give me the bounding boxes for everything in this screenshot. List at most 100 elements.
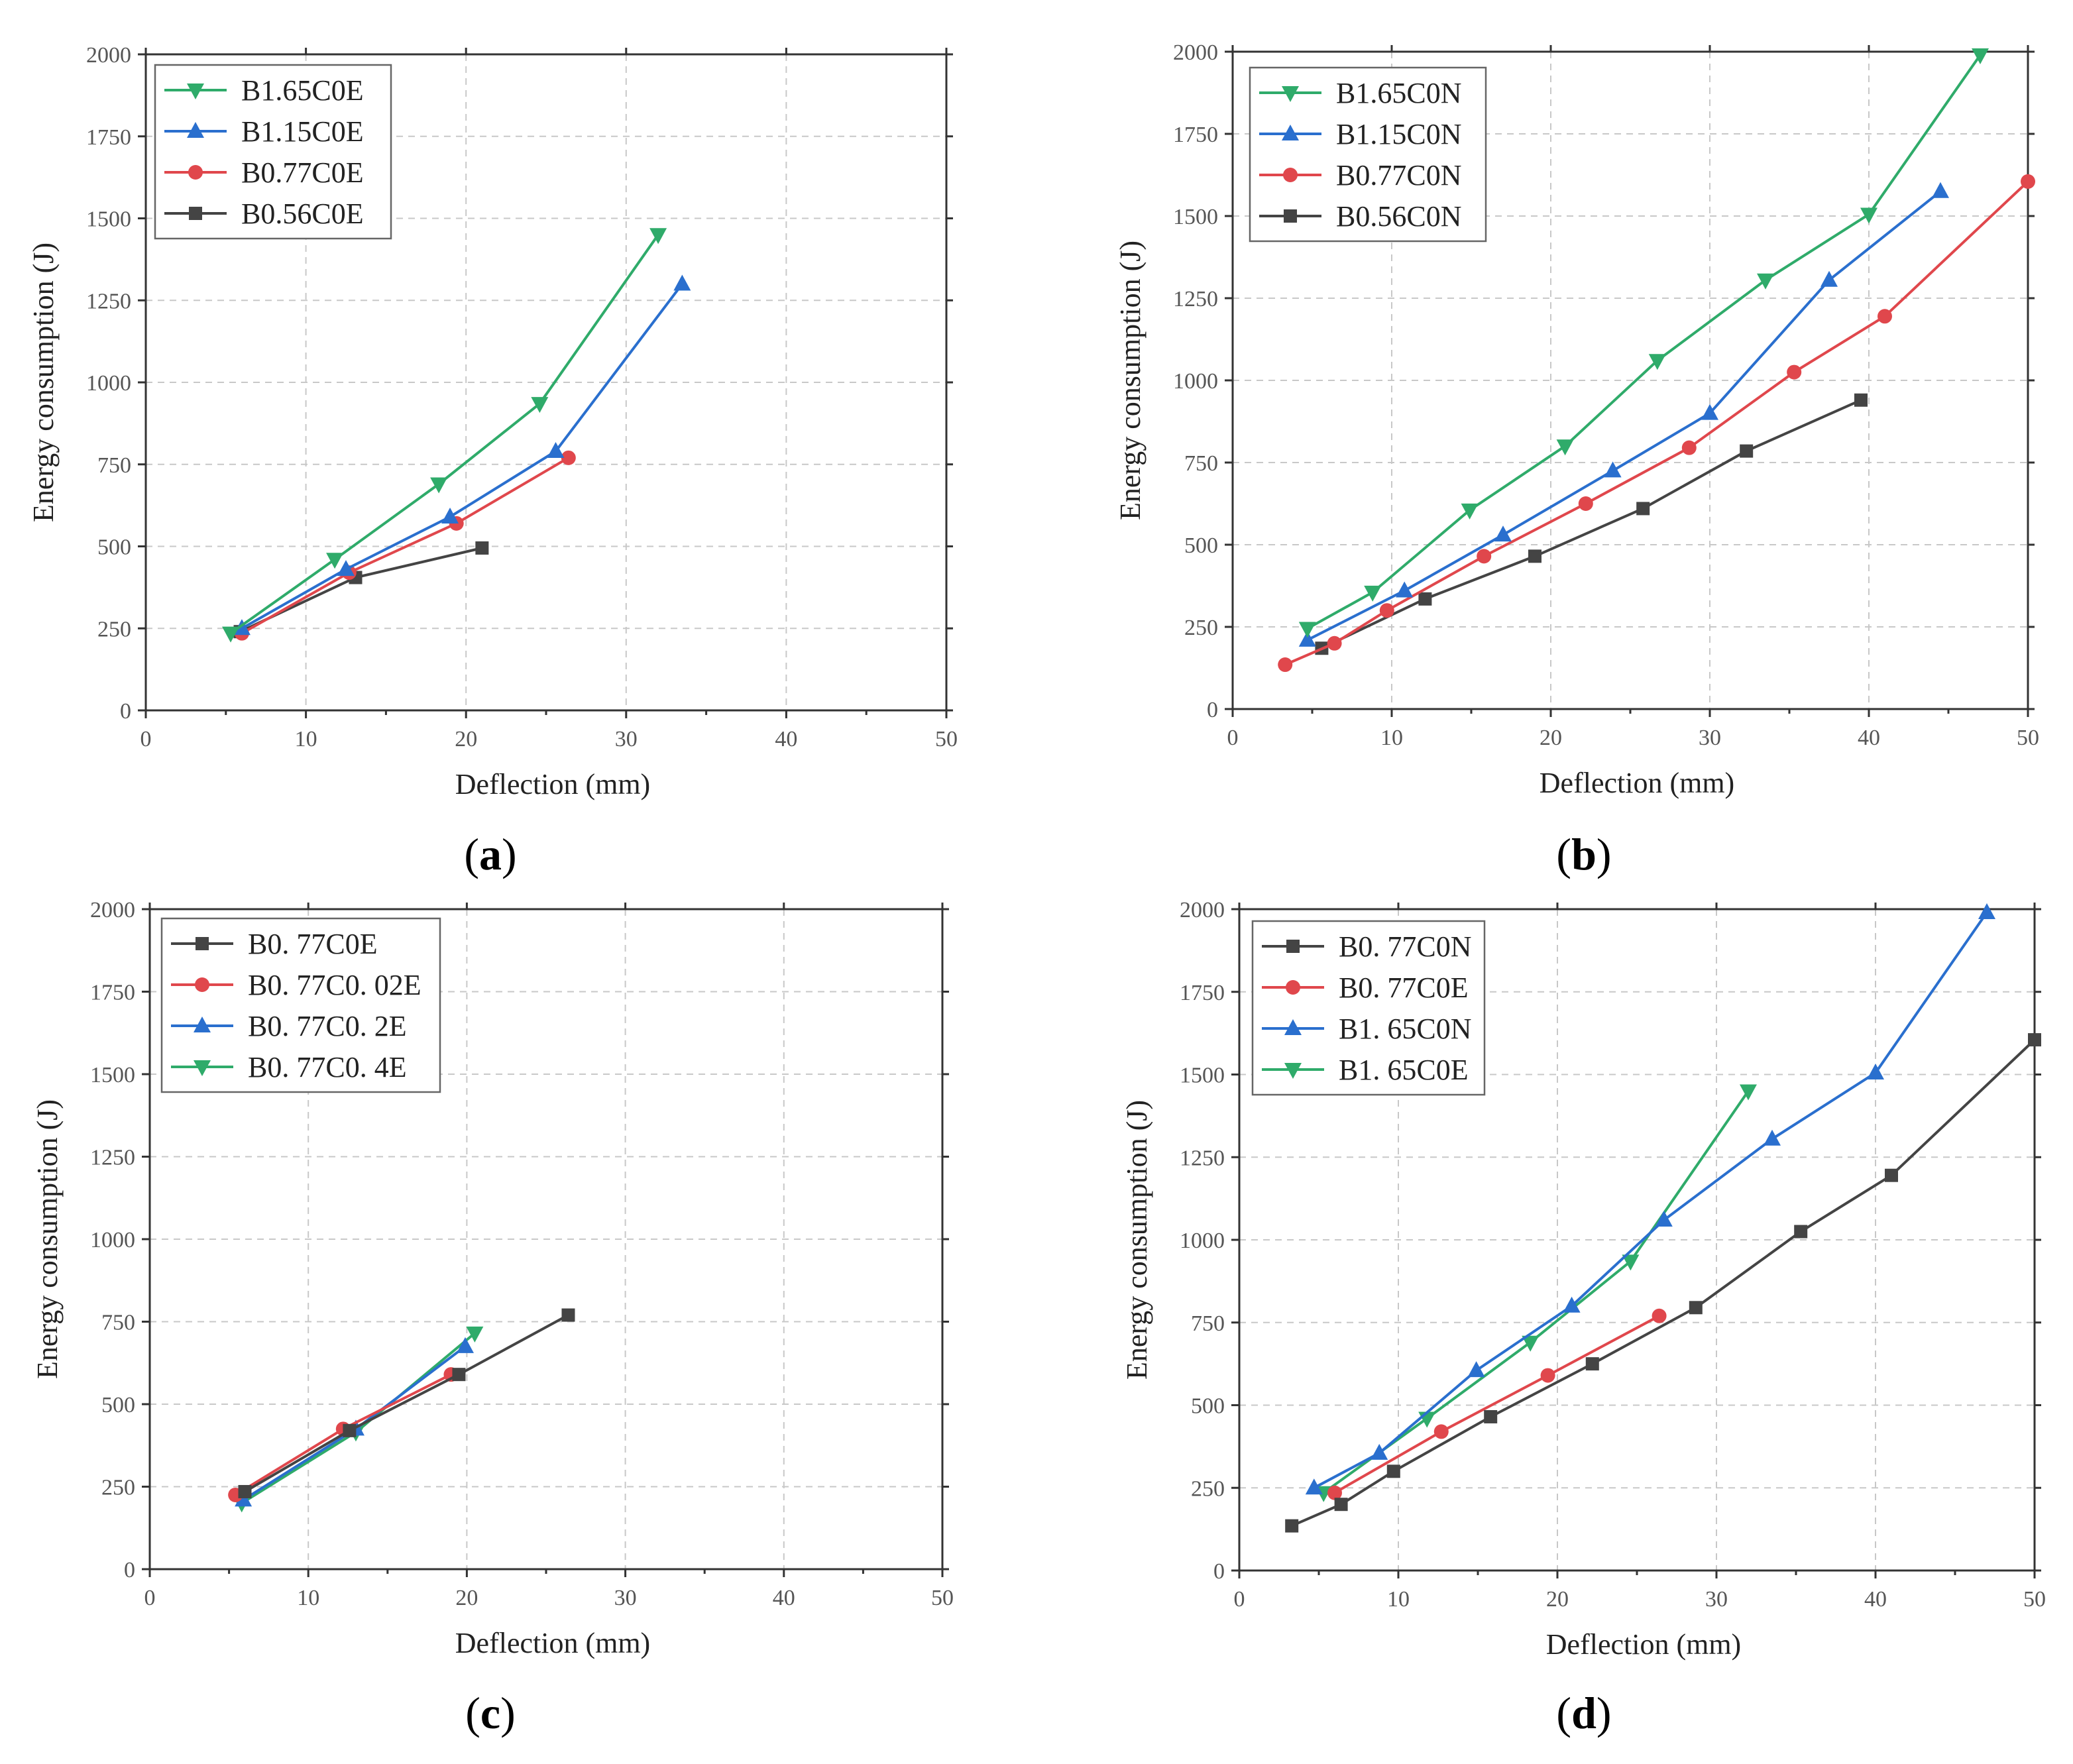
- legend-label: B0. 77C0. 4E: [248, 1051, 407, 1083]
- legend-label: B0.77C0N: [1336, 159, 1461, 192]
- y-tick-label: 500: [97, 535, 131, 560]
- x-tick-label: 10: [295, 727, 317, 751]
- series-B0-77C0E: [238, 1308, 575, 1498]
- x-tick-label: 40: [1858, 726, 1880, 750]
- series-group: [222, 228, 691, 643]
- data-point: [1681, 440, 1697, 455]
- x-tick-label: 50: [935, 727, 958, 751]
- series-B1-65C0N: [1305, 903, 1995, 1495]
- legend-item: B0. 77C0. 2E: [171, 1010, 407, 1042]
- legend-marker: [188, 165, 203, 180]
- data-point: [1877, 309, 1892, 324]
- legend-item: B0.77C0E: [164, 156, 364, 189]
- chart-panel-b: 0 10 20 30 40 5002505007501000125015001750200…: [1114, 40, 2039, 799]
- y-tick-label: 0: [120, 699, 131, 724]
- series-line: [1284, 180, 2029, 666]
- y-tick-label: 2000: [1180, 898, 1225, 922]
- legend-marker: [1284, 1063, 1302, 1079]
- series-B0-77C0-4E: [233, 1326, 484, 1513]
- y-tick-label: 500: [1191, 1394, 1225, 1419]
- data-point: [531, 397, 549, 413]
- legend-item: B1.65C0E: [164, 74, 364, 107]
- data-point: [452, 1368, 466, 1382]
- y-tick-label: 2000: [1173, 40, 1218, 65]
- y-tick-label: 250: [97, 617, 131, 641]
- data-point: [1433, 1424, 1449, 1439]
- legend-item: B1. 65C0E: [1262, 1054, 1469, 1086]
- legend-item: B1. 65C0N: [1262, 1013, 1471, 1045]
- y-tick-label: 1500: [90, 1063, 135, 1087]
- data-point: [1522, 1335, 1540, 1352]
- data-point: [1740, 444, 1754, 458]
- series-B1-15C0N: [1298, 182, 1949, 647]
- data-point: [561, 1308, 575, 1322]
- x-tick-label: 30: [615, 727, 638, 751]
- x-tick-label: 40: [773, 1586, 795, 1610]
- y-tick-label: 1750: [86, 125, 131, 150]
- y-tick-label: 1750: [1173, 123, 1218, 147]
- data-point: [1740, 1084, 1757, 1101]
- data-point: [1327, 635, 1342, 651]
- series-B0-56C0N: [1315, 393, 1868, 655]
- axis-ticks: 0 10 20 30 40 5002505007501000125015001750200…: [90, 898, 954, 1610]
- data-point: [343, 1423, 357, 1437]
- y-tick-label: 1750: [90, 981, 135, 1005]
- axis-ticks: 0 10 20 30 40 5002505007501000125015001750200…: [86, 43, 958, 751]
- series-line: [1321, 398, 1862, 650]
- data-point: [457, 1337, 475, 1353]
- data-point: [2028, 1033, 2041, 1047]
- legend-marker: [195, 977, 209, 992]
- y-tick-label: 0: [1207, 698, 1218, 722]
- data-point: [337, 560, 355, 577]
- y-axis-title: Energy consumption (J): [27, 243, 60, 522]
- data-point: [1386, 1464, 1400, 1478]
- data-point: [1764, 1129, 1781, 1146]
- series-line: [1313, 911, 1988, 1490]
- legend-marker: [196, 937, 209, 950]
- data-point: [1885, 1168, 1898, 1182]
- chart-panel-c: 0 10 20 30 40 5002505007501000125015001750200…: [31, 898, 954, 1659]
- y-tick-label: 1250: [90, 1146, 135, 1170]
- data-point: [1396, 581, 1414, 598]
- y-tick-label: 1000: [86, 371, 131, 396]
- x-tick-label: 30: [614, 1586, 637, 1610]
- legend-marker: [1284, 1019, 1302, 1035]
- series-B0-77C0E: [1327, 1308, 1667, 1500]
- data-point: [1494, 525, 1512, 542]
- legend-label: B0.77C0E: [241, 156, 364, 189]
- axis-ticks: 0 10 20 30 40 5002505007501000125015001750200…: [1173, 40, 2039, 750]
- data-point: [238, 1484, 252, 1498]
- data-point: [1298, 630, 1316, 647]
- legend-label: B1.15C0N: [1336, 118, 1461, 150]
- legend-marker: [1282, 125, 1299, 140]
- legend: B0. 77C0E B0. 77C0. 02E B0. 77C0. 2E B0. 77…: [160, 917, 441, 1093]
- legend-marker: [1284, 209, 1297, 223]
- data-point: [233, 619, 251, 635]
- data-point: [1787, 364, 1802, 380]
- legend-label: B0. 77C0N: [1339, 930, 1471, 963]
- y-tick-label: 1000: [90, 1228, 135, 1252]
- y-axis-title: Energy consumption (J): [31, 1099, 64, 1379]
- legend: B1.65C0E B1.15C0E B0.77C0E B0.56C0E: [154, 64, 392, 240]
- grid: [1239, 909, 2035, 1571]
- x-axis-title: Deflection (mm): [455, 768, 650, 800]
- data-point: [1578, 496, 1593, 511]
- data-point: [1556, 439, 1574, 456]
- data-point: [1467, 1361, 1485, 1378]
- data-point: [547, 441, 565, 458]
- x-tick-label: 20: [1546, 1587, 1569, 1612]
- panel-label-c: (c): [465, 1688, 516, 1738]
- axis-ticks: 0 10 20 30 40 5002505007501000125015001750200…: [1180, 898, 2046, 1612]
- data-point: [1932, 182, 1949, 198]
- legend-marker: [189, 207, 202, 220]
- y-tick-label: 750: [1184, 451, 1218, 476]
- legend-label: B0. 77C0. 2E: [248, 1010, 407, 1042]
- series-B0-77C0N: [1285, 1033, 2041, 1533]
- series-group: [1278, 48, 2035, 673]
- x-tick-label: 20: [1540, 726, 1562, 750]
- data-point: [1652, 1308, 1667, 1323]
- chart-panel-a: 0 10 20 30 40 5002505007501000125015001750200…: [27, 43, 958, 800]
- x-tick-label: 0: [140, 727, 152, 751]
- legend-label: B1. 65C0E: [1339, 1054, 1469, 1086]
- y-tick-label: 500: [101, 1393, 135, 1417]
